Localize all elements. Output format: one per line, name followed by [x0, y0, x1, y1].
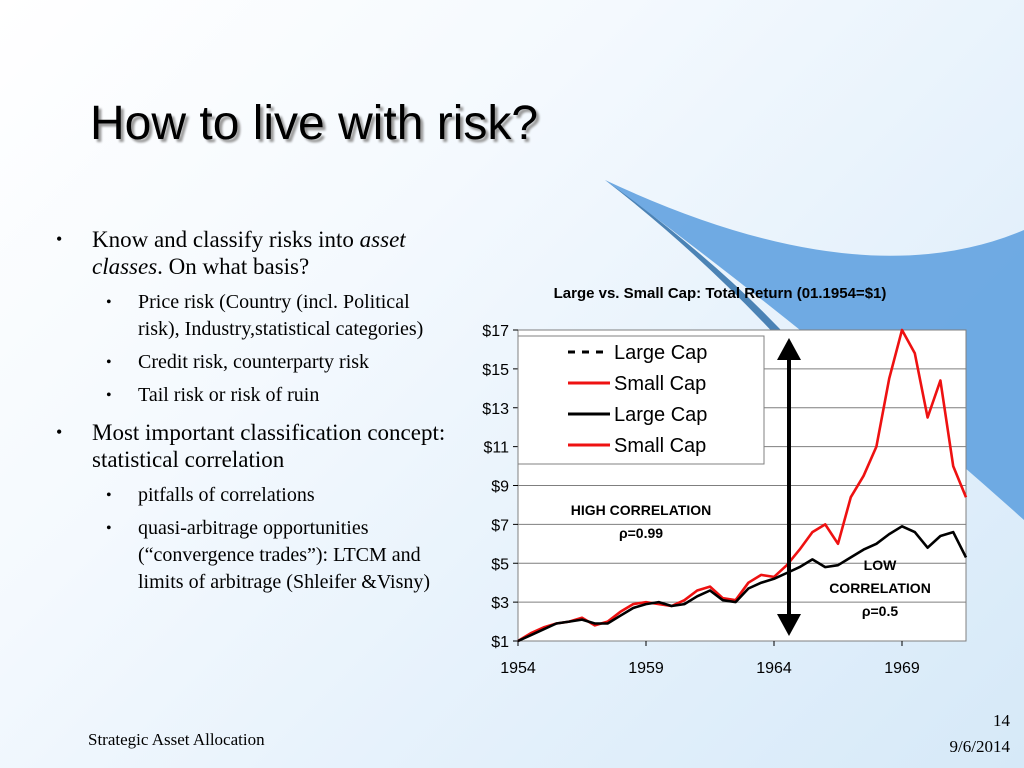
- footer-title: Strategic Asset Allocation: [88, 730, 265, 749]
- sub-bullet-text: quasi-arbitrage opportunities (“converge…: [138, 517, 431, 593]
- bullet-dot-icon: •: [106, 387, 112, 404]
- y-tick-label: $3: [491, 595, 509, 612]
- legend-label: Small Cap: [614, 435, 706, 457]
- bullet-dot-icon: •: [106, 294, 112, 311]
- bullet-dot-icon: •: [106, 520, 112, 537]
- sub-bullet-text: Tail risk or risk of ruin: [138, 384, 320, 406]
- bullet-text: . On what basis?: [157, 254, 310, 279]
- legend-box: [517, 335, 765, 465]
- bullet-list: • Know and classify risks into asset cla…: [52, 226, 452, 602]
- bullet-text-italic: asset classes: [92, 227, 406, 279]
- annotation-high-correlation: HIGH CORRELATION: [571, 502, 712, 518]
- bullet-dot-icon: •: [56, 229, 63, 249]
- legend: Large Cap Small Cap Large Cap Small Cap: [517, 335, 765, 465]
- bullet-dot-icon: •: [106, 487, 112, 504]
- bullet-item: • Most important classification concept:…: [52, 419, 452, 473]
- y-tick-label: $7: [491, 517, 509, 534]
- sub-bullet-item: • pitfalls of correlations: [52, 482, 452, 509]
- bullet-text: Most important classification concept: s…: [92, 420, 446, 472]
- y-tick-label: $15: [482, 362, 509, 379]
- y-tick-label: $9: [491, 479, 509, 496]
- line-chart: Large vs. Small Cap: Total Return (01.19…: [482, 285, 968, 677]
- chart-title: Large vs. Small Cap: Total Return (01.19…: [554, 285, 887, 302]
- x-tick-label: 1964: [756, 660, 792, 677]
- sub-bullet-text: Price risk (Country (incl. Political ris…: [138, 291, 424, 340]
- sub-bullet-item: • Price risk (Country (incl. Political r…: [52, 289, 452, 343]
- double-arrow: [777, 338, 801, 636]
- sub-bullet-text: pitfalls of correlations: [138, 484, 315, 506]
- sub-bullet-item: • Tail risk or risk of ruin: [52, 382, 452, 409]
- annotation-correlation: CORRELATION: [829, 580, 931, 596]
- x-tick-label: 1969: [884, 660, 920, 677]
- annotation-low-rho: ρ=0.5: [862, 603, 899, 619]
- bullet-dot-icon: •: [106, 354, 112, 371]
- x-tick-label: 1954: [500, 660, 536, 677]
- y-tick-label: $13: [482, 401, 509, 418]
- bullet-dot-icon: •: [56, 422, 63, 442]
- y-tick-label: $11: [483, 440, 509, 457]
- y-axis-ticks: $1 $3 $5 $7 $9 $11 $13 $15 $17: [482, 323, 518, 651]
- blue-swoosh-shape: [605, 180, 1024, 520]
- footer-right: 14 9/6/2014: [950, 708, 1010, 760]
- y-tick-label: $5: [491, 556, 509, 573]
- x-tick-label: 1959: [628, 660, 664, 677]
- y-tick-label: $1: [491, 634, 509, 651]
- page-number: 14: [993, 711, 1010, 730]
- series-line-large-cap: [517, 524, 968, 643]
- bullet-text: Know and classify risks into: [92, 227, 360, 252]
- sub-bullet-item: • Credit risk, counterparty risk: [52, 349, 452, 376]
- bullet-item: • Know and classify risks into asset cla…: [52, 226, 452, 280]
- legend-label: Large Cap: [614, 342, 707, 364]
- annotation-high-rho: ρ=0.99: [619, 525, 663, 541]
- legend-label: Large Cap: [614, 404, 707, 426]
- x-axis-ticks: 1954 1959 1964 1969: [500, 641, 920, 677]
- slide-date: 9/6/2014: [949, 737, 1010, 756]
- sub-bullet-item: • quasi-arbitrage opportunities (“conver…: [52, 515, 452, 596]
- y-tick-label: $17: [482, 323, 509, 340]
- slide-title: How to live with risk?: [90, 97, 539, 150]
- legend-label: Small Cap: [614, 373, 706, 395]
- sub-bullet-text: Credit risk, counterparty risk: [138, 351, 370, 373]
- series-lines: [517, 328, 968, 643]
- annotation-low: LOW: [864, 557, 897, 573]
